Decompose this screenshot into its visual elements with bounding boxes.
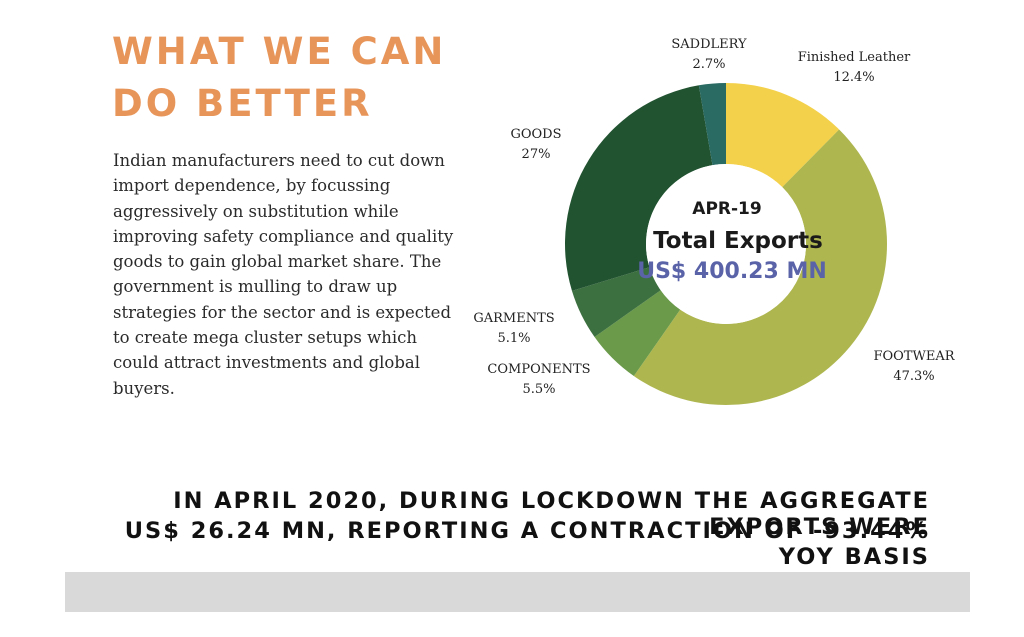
center-date: APR-19 <box>692 199 761 219</box>
donut-slices <box>565 83 888 406</box>
page-heading: WHAT WE CAN DO BETTER <box>112 26 446 130</box>
slice-label-name: Finished Leather <box>798 50 911 65</box>
heading-line-2: DO BETTER <box>112 82 373 125</box>
donut-slice-goods <box>565 85 713 291</box>
donut-slice-finished-leather <box>726 83 840 188</box>
heading-line-1: WHAT WE CAN <box>112 30 447 73</box>
slice-label-percent: 27% <box>522 147 551 162</box>
slice-label-percent: 12.4% <box>833 70 874 85</box>
slice-label-name: FOOTWEAR <box>873 349 955 364</box>
donut-slice-saddlery <box>698 83 726 166</box>
slice-label-percent: 47.3% <box>893 369 934 384</box>
donut-hole <box>646 164 806 324</box>
exports-donut-chart: Finished Leather 12.4% FOOTWEAR 47.3% COMPON… <box>473 37 956 406</box>
slice-label-percent: 5.5% <box>522 382 555 397</box>
body-paragraph: Indian manufacturers need to cut down im… <box>113 151 454 398</box>
slice-label-percent: 5.1% <box>497 331 530 346</box>
center-value: US$ 400.23 MN <box>637 259 827 284</box>
slice-label-name: GOODS <box>510 127 561 142</box>
slice-labels: Finished Leather 12.4% FOOTWEAR 47.3% COMPON… <box>473 37 955 397</box>
slice-label-name: GARMENTS <box>473 311 554 326</box>
footer-line-1: IN APRIL 2020, DURING LOCKDOWN THE AGGRE… <box>173 488 930 540</box>
slice-label-name: COMPONENTS <box>487 362 590 377</box>
donut-slice-garments <box>571 267 661 337</box>
donut-slice-components <box>594 290 681 377</box>
footer-line-2: US$ 26.24 MN, REPORTING A CONTRACTION OF… <box>124 518 930 570</box>
center-title: Total Exports <box>653 228 823 254</box>
slice-label-name: SADDLERY <box>671 37 747 52</box>
donut-slice-footwear <box>633 129 888 406</box>
slice-label-percent: 2.7% <box>692 57 725 72</box>
footer-bar <box>65 572 970 612</box>
